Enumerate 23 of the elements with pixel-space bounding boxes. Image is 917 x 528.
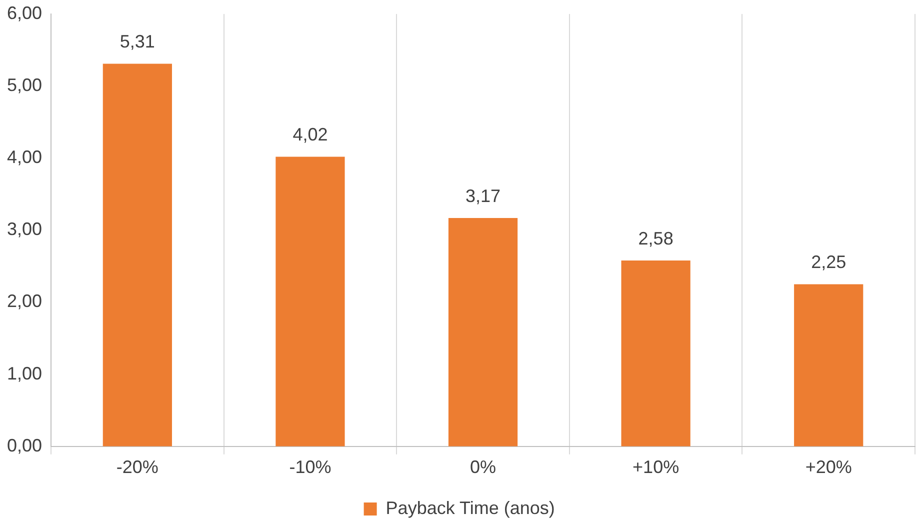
bar (448, 218, 518, 446)
data-label: 2,58 (638, 228, 674, 248)
x-tick-label: 0% (470, 457, 496, 478)
x-tick-label: +20% (805, 457, 852, 478)
y-tick-label: 2,00 (6, 291, 42, 312)
data-label: 4,02 (292, 124, 328, 145)
y-tick-label: 4,00 (6, 147, 42, 168)
x-tick-label: -20% (116, 457, 158, 478)
data-label: 3,17 (465, 186, 501, 206)
y-tick-label: 6,00 (6, 2, 42, 23)
y-tick-label: 0,00 (6, 435, 42, 456)
bar (621, 260, 690, 446)
data-label: 2,25 (811, 252, 846, 272)
y-tick-label: 3,00 (6, 219, 42, 240)
y-tick-label: 5,00 (6, 75, 42, 96)
bar (102, 64, 172, 446)
x-tick-label: +10% (632, 457, 680, 478)
bar (794, 284, 864, 446)
data-label: 5,31 (120, 32, 155, 52)
bar (276, 156, 345, 446)
x-tick-label: -10% (289, 457, 332, 478)
y-tick-label: 1,00 (6, 363, 42, 384)
legend-label: Payback Time (anos) (386, 498, 555, 518)
